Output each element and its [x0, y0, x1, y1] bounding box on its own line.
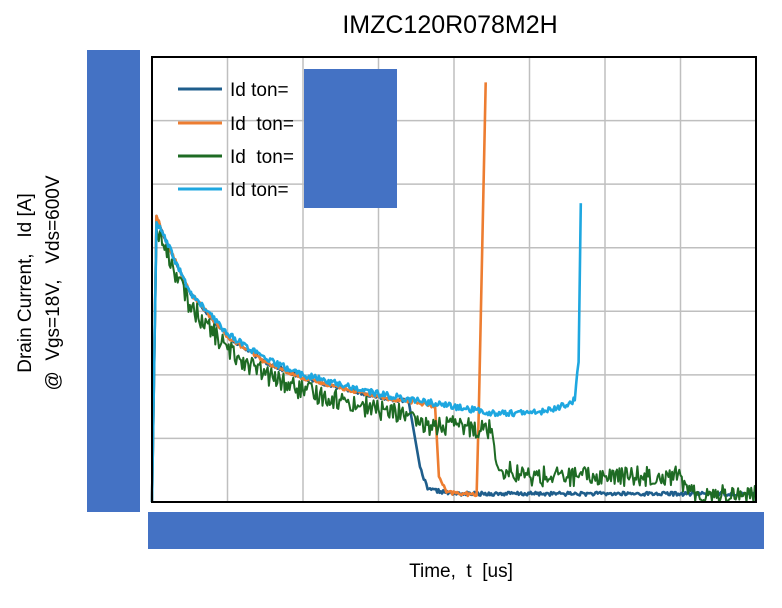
legend-redaction-block	[304, 69, 397, 208]
legend-label: Id ton=	[230, 114, 294, 135]
series-line	[150, 203, 583, 503]
legend-label: Id ton=	[230, 80, 289, 101]
legend-entry: Id ton=	[178, 180, 289, 201]
y-axis-label: Drain Current, Id [A]	[15, 193, 36, 373]
chart-title: IMZC120R078M2H	[342, 11, 557, 39]
x-axis-label: Time, t [us]	[409, 561, 513, 582]
legend-label: Id ton=	[230, 180, 289, 201]
legend-label: Id ton=	[230, 147, 294, 168]
series-layer	[150, 82, 757, 503]
y-axis-label-conditions: @ Vgs=18V, Vds=600V	[43, 175, 64, 390]
legend: Id ton= Id ton= Id ton= Id ton=	[178, 80, 294, 201]
y-tick-labels-redaction-block	[87, 50, 140, 512]
legend-entry: Id ton=	[178, 80, 289, 101]
series-line	[151, 227, 757, 503]
grid	[152, 57, 756, 502]
legend-entry: Id ton=	[178, 147, 294, 168]
legend-entry: Id ton=	[178, 114, 294, 135]
plot-area	[150, 56, 757, 503]
x-tick-labels-redaction-block	[148, 512, 764, 549]
series-line	[150, 82, 487, 503]
plot-frame	[151, 56, 757, 503]
